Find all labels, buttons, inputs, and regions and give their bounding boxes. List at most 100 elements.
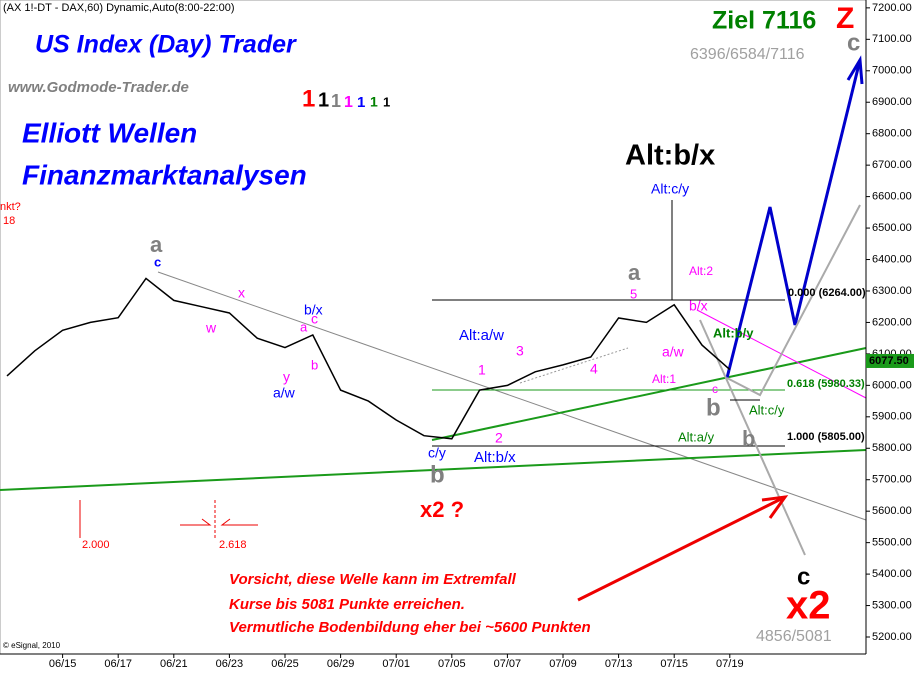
x-tick-label: 06/23 (216, 658, 244, 670)
arrow (180, 518, 212, 526)
price-tag-label: 6077.50 (869, 355, 909, 367)
annotation: 1 (344, 94, 353, 111)
annotation: Elliott Wellen (22, 117, 197, 148)
drawings (0, 55, 867, 602)
annotation: Alt:1 (652, 372, 676, 386)
y-tick-label: 5500.00 (872, 537, 912, 549)
annotation: 1 (383, 94, 390, 109)
annotation: 1 (331, 91, 341, 111)
annotation: 1 (318, 89, 329, 111)
y-tick-label: 6900.00 (872, 96, 912, 108)
trendline (157, 271, 867, 521)
x-tick-label: 06/21 (160, 658, 188, 670)
annotation: b (742, 426, 755, 451)
annotation: 3 (516, 343, 524, 359)
y-tick-label: 5700.00 (872, 474, 912, 486)
y-tick-label: 5800.00 (872, 442, 912, 454)
annotation: Alt:a/y (678, 429, 715, 444)
annotation: Alt:b/x (474, 449, 516, 466)
annotation: Z (836, 2, 854, 35)
annotation: nkt? (0, 201, 21, 213)
annotation: Finanzmarktanalysen (22, 159, 307, 190)
annotation: Vermutliche Bodenbildung eher bei ~5600 … (229, 619, 591, 636)
x-tick-label: 06/17 (104, 658, 132, 670)
annotation: Alt:a/w (459, 327, 504, 344)
annotation: 5 (630, 286, 637, 301)
annotation: b (706, 394, 721, 421)
x-tick-label: 06/29 (327, 658, 355, 670)
x-tick-label: 07/01 (382, 658, 410, 670)
annotation: 4856/5081 (756, 628, 832, 645)
annotation: (AX 1!-DT - DAX,60) Dynamic,Auto(8:00-22… (3, 2, 235, 14)
annotation: US Index (Day) Trader (35, 31, 297, 59)
y-tick-label: 6000.00 (872, 379, 912, 391)
y-tick-label: 5400.00 (872, 568, 912, 580)
annotation: 0.618 (5980.33) (787, 378, 865, 390)
y-tick-label: 6600.00 (872, 191, 912, 203)
annotation: c (154, 254, 161, 269)
y-tick-label: 7100.00 (872, 33, 912, 45)
annotation: y (283, 369, 290, 385)
x-tick-label: 07/07 (494, 658, 522, 670)
annotation: 2.000 (82, 539, 110, 551)
annotation: 1 (302, 85, 315, 112)
projection (725, 59, 862, 379)
annotation: c (797, 563, 810, 590)
x-tick-label: 07/13 (605, 658, 633, 670)
channel-line (519, 347, 629, 384)
annotation: 1 (478, 362, 486, 378)
annotation: x2 ? (420, 497, 464, 522)
trendline (431, 347, 867, 441)
axis-background (866, 0, 916, 676)
annotation: Alt:b/x (625, 140, 715, 172)
annotation: a/w (273, 385, 296, 401)
y-tick-label: 5200.00 (872, 631, 912, 643)
x-tick-label: 07/09 (549, 658, 577, 670)
y-tick-label: 6400.00 (872, 253, 912, 265)
arrow (577, 495, 786, 602)
annotation: Alt:c/y (651, 181, 689, 197)
annotation: 2 (495, 430, 503, 446)
annotation: © eSignal, 2010 (3, 641, 61, 650)
x-tick-label: 07/05 (438, 658, 466, 670)
y-tick-label: 6500.00 (872, 222, 912, 234)
y-tick-label: 5300.00 (872, 599, 912, 611)
annotation: Ziel 7116 (712, 7, 816, 35)
y-tick-label: 6200.00 (872, 316, 912, 328)
annotation: 2.618 (219, 539, 247, 551)
annotation: b (430, 461, 445, 488)
arrow (220, 518, 258, 526)
annotation: 18 (3, 215, 15, 227)
price-tag (866, 353, 914, 368)
annotation: 1 (370, 94, 378, 110)
annotation: Alt:c/y (749, 402, 785, 417)
x-tick-label: 07/15 (660, 658, 688, 670)
projection (726, 204, 861, 397)
annotation: 1 (357, 94, 365, 111)
annotation: a/w (662, 344, 685, 360)
arrow-head (846, 55, 864, 85)
annotation: www.Godmode-Trader.de (8, 79, 189, 96)
annotation: c (712, 382, 718, 396)
y-tick-label: 5600.00 (872, 505, 912, 517)
x-tick-label: 06/25 (271, 658, 299, 670)
annotation: a (628, 260, 641, 285)
annotation: Alt:2 (689, 264, 713, 278)
annotation: 0.000 (6264.00) (788, 287, 866, 299)
price-line (6, 277, 731, 440)
arrow-head (761, 495, 789, 519)
annotation: x (238, 285, 245, 301)
annotation: a (300, 319, 308, 334)
annotation: 6396/6584/7116 (690, 46, 805, 63)
y-tick-label: 6700.00 (872, 159, 912, 171)
plot-area (0, 0, 867, 655)
annotation: b/x (689, 298, 708, 314)
annotation: b (311, 357, 318, 372)
y-tick-label: 5900.00 (872, 411, 912, 423)
annotation: c/y (428, 445, 446, 461)
annotation: 1.000 (5805.00) (787, 431, 865, 443)
annotation: a (150, 232, 163, 257)
support-line (0, 449, 867, 491)
annotation: Vorsicht, diese Welle kann im Extremfall (229, 571, 517, 588)
